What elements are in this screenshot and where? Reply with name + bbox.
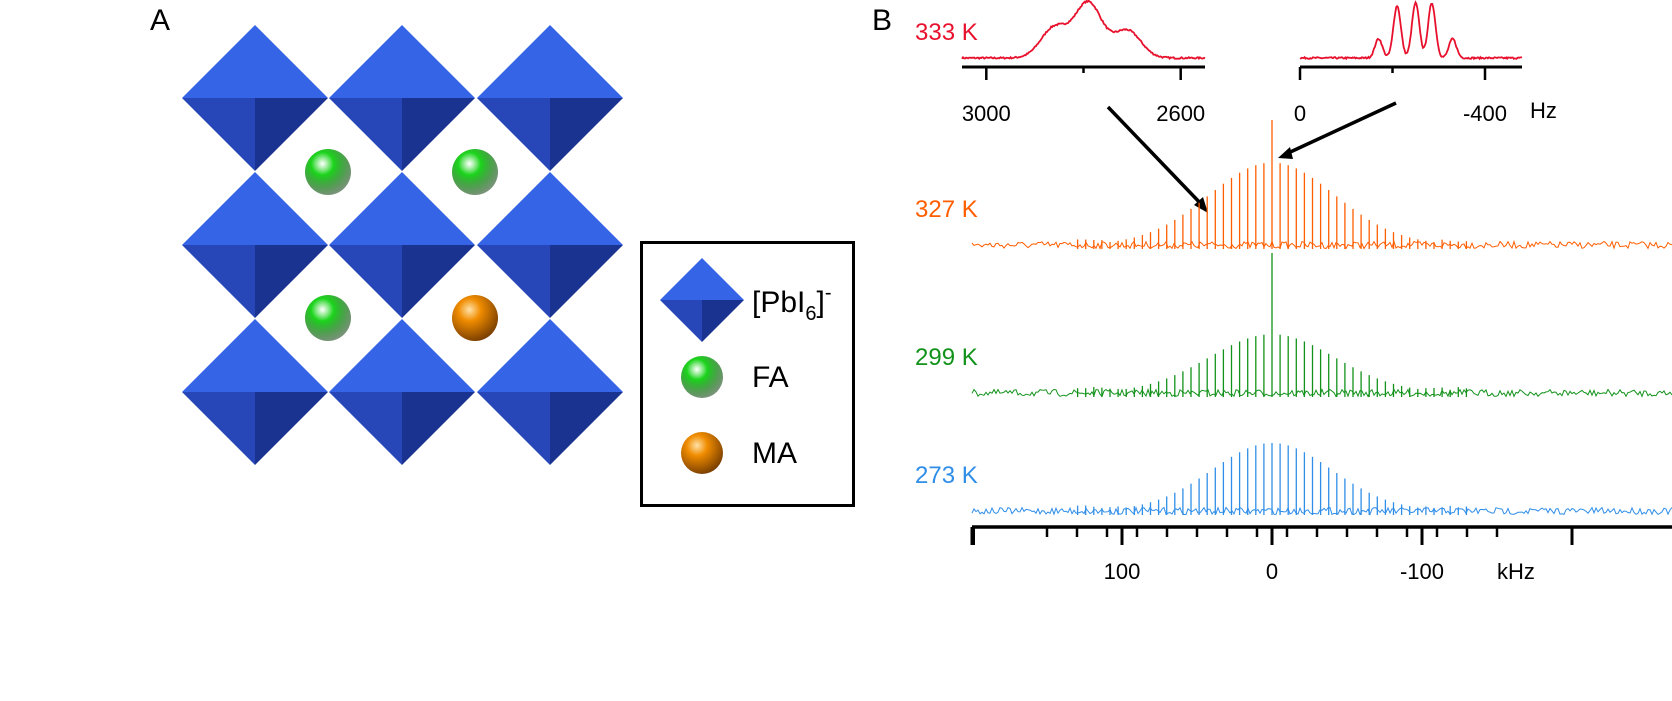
octa-face	[402, 98, 475, 171]
octa-face	[329, 319, 402, 392]
octa-face	[182, 319, 255, 392]
inset-tick-label: 2600	[1156, 101, 1205, 126]
octa-face	[702, 300, 744, 342]
inset-arrows	[1106, 101, 1397, 213]
octa-face	[329, 245, 402, 318]
octahedron-r1-c2	[477, 172, 623, 318]
legend-fa-icon	[681, 356, 723, 398]
main-axis-unit: kHz	[1497, 559, 1535, 584]
perovskite-lattice	[182, 25, 623, 465]
octahedron-r0-c1	[329, 25, 475, 171]
inset-center: 0 -400	[1294, 0, 1523, 126]
series-label: 299 K	[915, 344, 978, 371]
octa-face	[477, 319, 550, 392]
octahedron-r2-c2	[477, 319, 623, 465]
octa-face	[329, 392, 402, 465]
octa-face	[255, 245, 328, 318]
fa-cation	[305, 295, 351, 341]
legend-octahedron-shape	[660, 258, 744, 342]
legend: [PbI6]- FA MA	[640, 241, 855, 507]
octahedron-r2-c0	[182, 319, 328, 465]
inset-tick-label: 3000	[962, 101, 1011, 126]
series-label: 273 K	[915, 462, 978, 489]
octa-face	[329, 98, 402, 171]
octa-face	[402, 319, 475, 392]
inset-unit-label: Hz	[1530, 98, 1557, 123]
octa-face	[182, 25, 255, 98]
octahedron-r2-c1	[329, 319, 475, 465]
octa-face	[182, 172, 255, 245]
fa-cation	[452, 149, 498, 195]
inset-sideband: 3000 2600	[961, 0, 1206, 126]
inset-tick-label: -400	[1463, 101, 1507, 126]
octa-face	[329, 25, 402, 98]
baseline-noise	[971, 239, 1672, 251]
octa-face	[182, 245, 255, 318]
octa-face	[550, 172, 623, 245]
fa-cation	[305, 149, 351, 195]
main-x-axis: 100 0 -100 kHz	[970, 525, 1672, 584]
spectrum-273k: 273 K	[915, 443, 1672, 516]
octa-face	[182, 98, 255, 171]
octa-face	[660, 258, 702, 300]
octa-face	[477, 25, 550, 98]
legend-label-pbi6: [PbI6]-	[752, 282, 832, 325]
main-tick-label: 0	[1266, 559, 1278, 584]
octahedron-r0-c0	[182, 25, 328, 171]
octa-face	[550, 392, 623, 465]
octa-face	[660, 300, 702, 342]
ma-cation	[452, 295, 498, 341]
octa-face	[255, 392, 328, 465]
arrow-sideband	[1106, 105, 1206, 209]
octahedron-r0-c2	[477, 25, 623, 171]
legend-octahedron-icon	[660, 258, 744, 342]
inset-trace	[1299, 0, 1523, 61]
octa-face	[255, 98, 328, 171]
series-label: 327 K	[915, 196, 978, 223]
legend-frame	[640, 241, 855, 507]
octahedron-r1-c1	[329, 172, 475, 318]
inset-tick-label: 0	[1294, 101, 1306, 126]
spectrum-299k: 299 K	[915, 253, 1672, 398]
octa-face	[477, 172, 550, 245]
baseline-noise	[971, 387, 1672, 398]
cation-sites	[305, 149, 498, 341]
octa-face	[550, 319, 623, 392]
octa-face	[402, 392, 475, 465]
octa-face	[402, 245, 475, 318]
octa-face	[550, 245, 623, 318]
octa-face	[550, 25, 623, 98]
octa-face	[255, 25, 328, 98]
legend-ma-icon	[681, 432, 723, 474]
octa-face	[477, 98, 550, 171]
inset-trace	[961, 0, 1206, 61]
legend-label-fa: FA	[752, 361, 789, 394]
octa-face	[477, 245, 550, 318]
arrow-sideband-head	[1194, 197, 1208, 213]
octa-face	[702, 258, 744, 300]
arrow-center-head	[1278, 147, 1293, 159]
octahedron-r1-c0	[182, 172, 328, 318]
spectrum-327k: 327 K	[915, 120, 1672, 251]
arrow-center	[1285, 101, 1397, 156]
series-label-333k: 333 K	[915, 19, 978, 46]
panel-b-label: B	[872, 4, 892, 37]
main-tick-label: 100	[1104, 559, 1141, 584]
octa-face	[255, 172, 328, 245]
main-tick-label: -100	[1400, 559, 1444, 584]
octa-face	[182, 392, 255, 465]
octa-face	[477, 392, 550, 465]
baseline-noise	[971, 506, 1672, 516]
legend-label-ma: MA	[752, 437, 797, 470]
octa-face	[255, 319, 328, 392]
octa-face	[402, 25, 475, 98]
panel-a-label: A	[150, 4, 170, 37]
octa-face	[550, 98, 623, 171]
main-spectra: 327 K 299 K 273 K	[915, 120, 1672, 516]
octa-face	[402, 172, 475, 245]
octa-face	[329, 172, 402, 245]
